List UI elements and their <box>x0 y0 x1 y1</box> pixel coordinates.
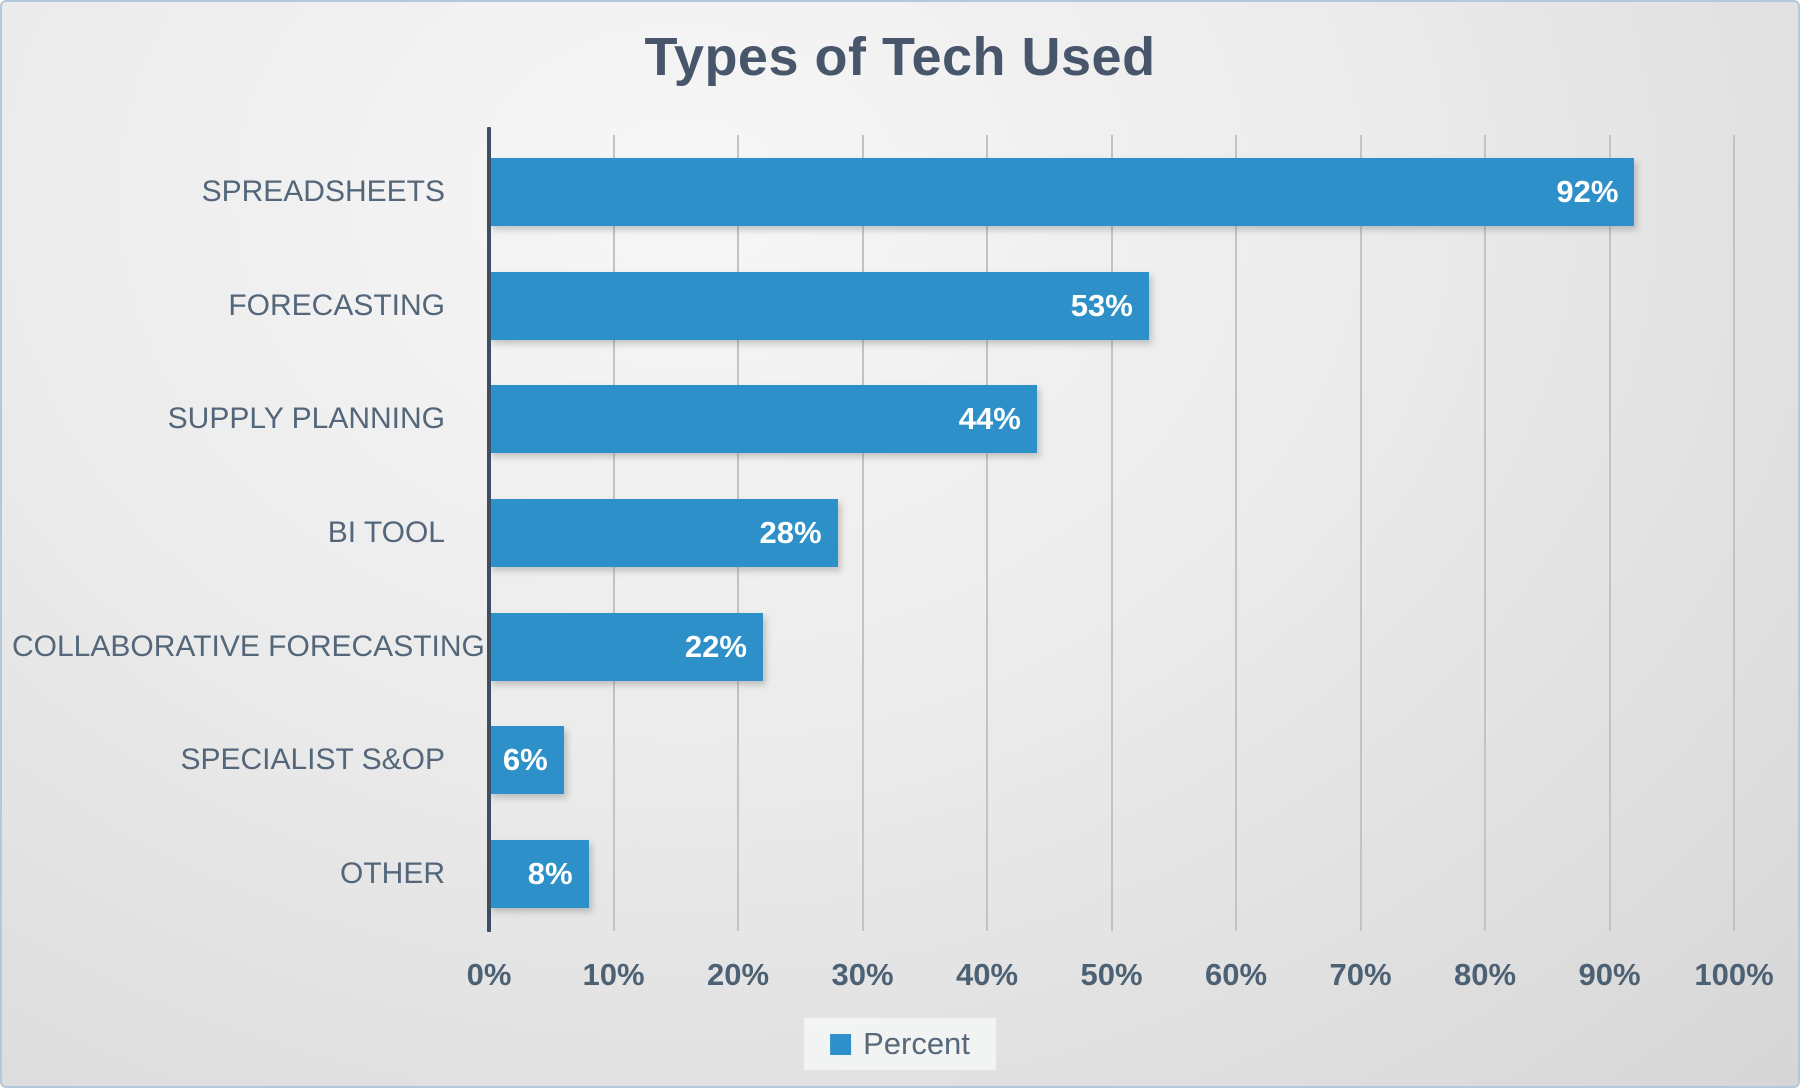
category-label: FORECASTING <box>228 288 445 322</box>
bar-specialist-s-op: 6% <box>489 726 564 795</box>
x-tick-label: 10% <box>582 957 645 992</box>
bar-value-label: 53% <box>1070 287 1133 323</box>
gridline <box>1110 135 1113 931</box>
chart-title: Types of Tech Used <box>644 27 1156 87</box>
category-label: SPECIALIST S&OP <box>180 743 445 777</box>
bar-value-label: 28% <box>759 514 822 550</box>
bar-other: 8% <box>489 840 589 909</box>
x-tick-label: 40% <box>955 957 1019 992</box>
category-label: SPREADSHEETS <box>201 174 445 208</box>
bar-value-label: 8% <box>527 856 573 892</box>
category-label: SUPPLY PLANNING <box>167 402 445 436</box>
x-tick-label: 60% <box>1204 957 1268 992</box>
legend-swatch-icon <box>830 1033 852 1055</box>
category-label: COLLABORATIVE FORECASTING <box>12 629 485 663</box>
gridline <box>1359 135 1362 931</box>
gridline <box>1608 135 1611 931</box>
bar-value-label: 44% <box>958 401 1021 437</box>
bar-forecasting: 53% <box>489 271 1149 340</box>
x-tick-label: 80% <box>1453 957 1517 992</box>
bar-collaborative-forecasting: 22% <box>489 612 763 681</box>
gridline <box>1484 135 1486 931</box>
x-tick-label: 70% <box>1329 957 1392 992</box>
bar-value-label: 22% <box>684 628 747 664</box>
legend: Percent <box>804 1018 996 1070</box>
gridline <box>1235 135 1237 931</box>
category-label: OTHER <box>340 857 445 891</box>
bar-spreadsheets: 92% <box>489 157 1635 226</box>
category-label: BI TOOL <box>327 515 445 549</box>
y-axis-line <box>487 127 491 932</box>
legend-label: Percent <box>863 1026 970 1061</box>
x-tick-label: 100% <box>1694 957 1774 992</box>
bar-value-label: 6% <box>502 742 548 778</box>
bar-bi-tool: 28% <box>489 498 838 567</box>
x-tick-label: 50% <box>1080 957 1143 992</box>
gridline <box>861 135 864 931</box>
x-tick-label: 90% <box>1578 957 1641 992</box>
plot-area: 92% 53% 44% 28% 22% 6% 8% <box>489 135 1735 931</box>
x-tick-label: 30% <box>831 957 894 992</box>
bar-supply-planning: 44% <box>489 385 1037 454</box>
x-tick-label: 20% <box>706 957 770 992</box>
gridline <box>1733 135 1735 931</box>
x-tick-label: 0% <box>466 957 512 992</box>
bar-value-label: 92% <box>1556 173 1619 209</box>
gridline <box>986 135 988 931</box>
